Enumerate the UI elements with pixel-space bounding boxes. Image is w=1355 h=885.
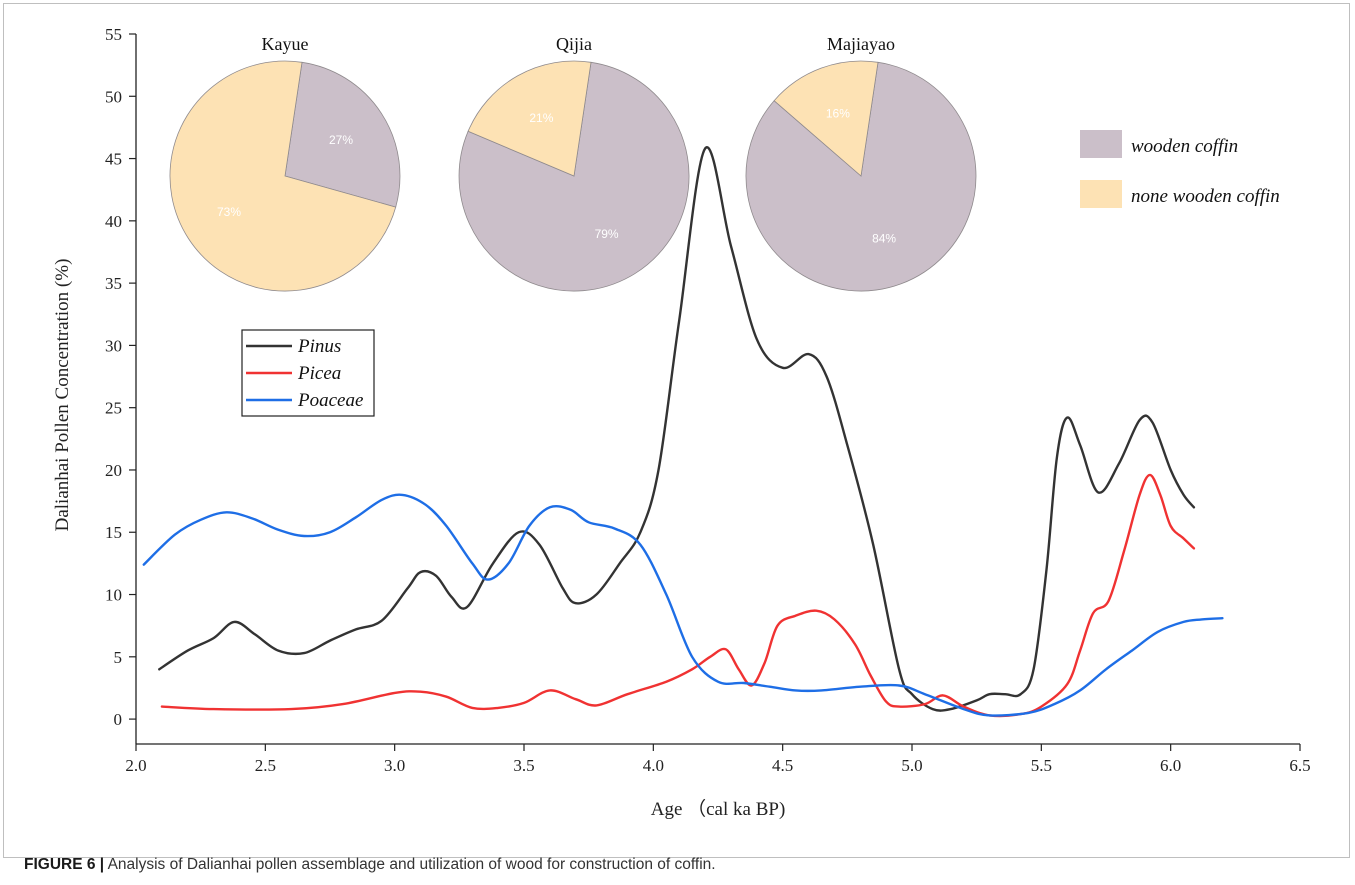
y-tick-label: 55 bbox=[105, 25, 122, 44]
pie-slice-label: 21% bbox=[529, 111, 553, 125]
x-tick-label: 4.5 bbox=[772, 756, 793, 775]
pie-slice-label: 16% bbox=[826, 106, 850, 120]
legend-label-picea: Picea bbox=[297, 363, 341, 384]
y-tick-label: 40 bbox=[105, 212, 122, 231]
figure-chart: 0 5 10 15 20 25 30 35 40 45 50 55 2.0 2.5 3.0 3.5 4.0 4.5… bbox=[52, 25, 1311, 820]
legend-label-poaceae: Poaceae bbox=[297, 390, 363, 411]
pie-majiayao: Majiayao 84% 16% bbox=[745, 34, 977, 292]
y-tick-label: 35 bbox=[105, 274, 122, 293]
x-tick-label: 5.5 bbox=[1031, 756, 1052, 775]
figure-frame bbox=[3, 3, 1350, 858]
figure-caption: FIGURE 6 | Analysis of Dalianhai pollen … bbox=[24, 856, 716, 874]
pie-legend-swatch-none-wooden-coffin bbox=[1080, 180, 1122, 208]
pie-slice-wooden-coffin bbox=[284, 61, 401, 208]
series-line-picea bbox=[160, 473, 1196, 718]
x-tick-label: 6.5 bbox=[1289, 756, 1310, 775]
y-tick-label: 45 bbox=[105, 150, 122, 169]
axes: 0 5 10 15 20 25 30 35 40 45 50 55 2.0 2.5 3.0 3.5 4.0 4.5… bbox=[52, 25, 1311, 820]
pie-charts: Kayue 27% 73% Qijia 79% 21% Majiayao 84% 16% bbox=[169, 34, 977, 292]
y-tick-label: 25 bbox=[105, 399, 122, 418]
y-tick-label: 5 bbox=[114, 648, 123, 667]
legend-label-pinus: Pinus bbox=[297, 336, 341, 357]
y-tick-label: 15 bbox=[105, 523, 122, 542]
pie-slice-label: 79% bbox=[595, 227, 619, 241]
pie-slice-label: 73% bbox=[217, 205, 241, 219]
pie-title: Kayue bbox=[262, 34, 309, 54]
x-tick-label: 6.0 bbox=[1160, 756, 1181, 775]
caption-text: Analysis of Dalianhai pollen assemblage … bbox=[104, 856, 716, 873]
x-tick-label: 2.5 bbox=[255, 756, 276, 775]
y-tick-label: 20 bbox=[105, 461, 122, 480]
pie-slice-label: 84% bbox=[872, 232, 896, 246]
legends: Pinus Picea Poaceae wooden coffin none woode… bbox=[241, 130, 1280, 417]
y-axis-title: Dalianhai Pollen Concentration (%) bbox=[52, 259, 73, 532]
pie-title: Majiayao bbox=[827, 34, 895, 54]
x-tick-label: 3.0 bbox=[384, 756, 405, 775]
pie-qijia: Qijia 79% 21% bbox=[458, 34, 690, 292]
line-legend-box bbox=[241, 329, 375, 417]
line-series bbox=[142, 146, 1224, 718]
x-tick-label: 3.5 bbox=[513, 756, 534, 775]
caption-label: FIGURE 6 | bbox=[24, 856, 105, 873]
y-tick-label: 50 bbox=[105, 87, 122, 106]
y-tick-label: 30 bbox=[105, 336, 122, 355]
pie-slice-none-wooden-coffin bbox=[467, 60, 592, 177]
pie-legend-label-none-wooden-coffin: none wooden coffin bbox=[1131, 186, 1280, 207]
series-line-poaceae bbox=[142, 493, 1224, 717]
pie-slice-label: 27% bbox=[329, 133, 353, 147]
y-tick-label: 0 bbox=[114, 710, 123, 729]
x-axis-title: Age （cal ka BP) bbox=[651, 798, 786, 820]
pie-legend-label-wooden-coffin: wooden coffin bbox=[1131, 136, 1238, 157]
pie-kayue: Kayue 27% 73% bbox=[169, 34, 401, 292]
y-tick-label: 10 bbox=[105, 586, 122, 605]
pie-title: Qijia bbox=[556, 34, 592, 54]
pie-slice-wooden-coffin bbox=[745, 61, 977, 292]
pie-slice-none-wooden-coffin bbox=[773, 60, 879, 177]
series-line-pinus bbox=[158, 146, 1196, 712]
x-tick-label: 4.0 bbox=[643, 756, 664, 775]
x-tick-label: 2.0 bbox=[125, 756, 146, 775]
pie-legend-swatch-wooden-coffin bbox=[1080, 130, 1122, 158]
x-tick-label: 5.0 bbox=[901, 756, 922, 775]
pie-slice-wooden-coffin bbox=[458, 61, 690, 292]
pie-slice-none-wooden-coffin bbox=[169, 60, 397, 292]
